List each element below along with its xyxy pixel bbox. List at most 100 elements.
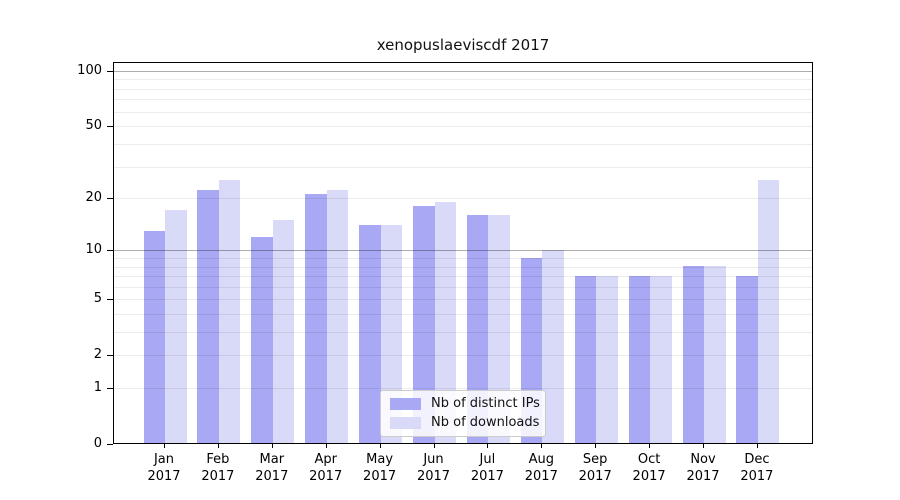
xtick-label-dec: Dec 2017	[727, 451, 787, 485]
xtick-label-nov: Nov 2017	[673, 451, 733, 485]
xtick-mark-sep	[595, 444, 597, 448]
gridline-10	[114, 250, 812, 252]
bar-ips-may	[359, 224, 381, 443]
gridline-90	[114, 79, 812, 81]
xtick-label-year: 2017	[686, 469, 720, 484]
ytick-label-0: 0	[93, 436, 102, 452]
gridline-40	[114, 143, 812, 145]
bar-downloads-jul	[488, 214, 510, 443]
xtick-label-year: 2017	[632, 469, 666, 484]
ytick-mark-1	[107, 388, 113, 390]
xtick-label-mar: Mar 2017	[242, 451, 302, 485]
xtick-label-may: May 2017	[350, 451, 410, 485]
bar-downloads-dec	[757, 180, 780, 443]
xtick-label-year: 2017	[578, 469, 612, 484]
ytick-mark-0	[107, 444, 113, 446]
bar-ips-nov	[682, 266, 704, 443]
ytick-label-1: 1	[93, 380, 102, 396]
ytick-label-10: 10	[85, 242, 102, 258]
gridline-1	[114, 388, 812, 390]
legend-swatch-downloads	[390, 417, 421, 429]
legend-label-distinct-ips: Nb of distinct IPs	[431, 396, 540, 411]
xtick-label-aug: Aug 2017	[511, 451, 571, 485]
ytick-label-20: 20	[85, 190, 102, 205]
gridline-70	[114, 99, 812, 101]
bar-downloads-mar	[272, 219, 295, 443]
xtick-label-year: 2017	[201, 469, 235, 484]
xtick-label-year: 2017	[309, 469, 343, 484]
bar-ips-oct	[628, 275, 651, 443]
bar-downloads-oct	[650, 275, 672, 443]
xtick-mark-jul	[487, 444, 489, 448]
xtick-mark-aug	[541, 444, 543, 448]
gridline-9	[114, 258, 812, 259]
xtick-label-year: 2017	[255, 469, 289, 484]
bar-ips-dec	[736, 275, 758, 443]
xtick-mark-jan	[164, 444, 165, 448]
xtick-label-apr: Apr 2017	[296, 451, 356, 485]
ytick-mark-10	[107, 250, 113, 252]
gridline-7	[114, 276, 812, 278]
bar-ips-mar	[251, 236, 273, 443]
xtick-mark-jun	[433, 444, 435, 448]
xtick-mark-nov	[703, 444, 704, 448]
xtick-mark-apr	[325, 444, 327, 448]
xtick-label-jul: Jul 2017	[457, 451, 517, 485]
xtick-mark-feb	[217, 444, 219, 448]
legend-entry-distinct-ips: Nb of distinct IPs	[390, 397, 540, 411]
bar-downloads-aug	[542, 250, 564, 443]
gridline-2	[114, 355, 812, 357]
bar-downloads-nov	[704, 266, 726, 443]
gridline-50	[114, 126, 812, 128]
xtick-label-year: 2017	[416, 469, 451, 484]
bar-ips-sep	[574, 275, 597, 443]
legend: Nb of distinct IPs Nb of downloads	[380, 390, 546, 437]
xtick-label-oct: Oct 2017	[619, 451, 679, 485]
xtick-mark-dec	[756, 444, 758, 448]
chart-title: xenopuslaeviscdf 2017	[376, 36, 550, 54]
bar-ips-jul	[466, 214, 489, 443]
legend-swatch-distinct-ips	[390, 398, 421, 410]
legend-entry-downloads: Nb of downloads	[390, 415, 540, 430]
xtick-label-jan: Jan 2017	[134, 451, 194, 485]
xtick-label-sep: Sep 2017	[565, 451, 625, 485]
ytick-mark-5	[107, 299, 113, 301]
gridline-3	[114, 332, 812, 334]
gridline-80	[114, 88, 812, 90]
xtick-label-year: 2017	[740, 469, 774, 484]
bar-downloads-jan	[165, 210, 187, 443]
gridline-60	[114, 111, 812, 113]
bar-downloads-may	[380, 224, 403, 443]
ytick-mark-20	[107, 198, 113, 199]
xtick-mark-may	[379, 444, 381, 448]
xtick-mark-oct	[649, 444, 651, 448]
xtick-label-feb: Feb 2017	[188, 451, 248, 485]
bar-downloads-apr	[326, 190, 349, 443]
gridline-100	[114, 70, 812, 72]
ytick-label-2: 2	[93, 347, 102, 363]
ytick-label-5: 5	[93, 291, 102, 307]
xtick-label-year: 2017	[524, 469, 558, 484]
xtick-mark-mar	[271, 444, 273, 448]
legend-label-downloads: Nb of downloads	[431, 415, 540, 430]
bar-ips-jun	[413, 205, 435, 443]
gridline-5	[114, 299, 812, 301]
bar-downloads-jun	[434, 201, 456, 443]
ytick-mark-50	[107, 126, 113, 128]
bar-downloads-sep	[596, 275, 618, 443]
ytick-label-100: 100	[77, 62, 102, 78]
xtick-label-year: 2017	[147, 469, 181, 484]
bar-ips-feb	[197, 190, 219, 443]
ytick-mark-2	[107, 355, 113, 357]
plot-area	[113, 62, 813, 444]
bar-ips-apr	[305, 193, 327, 443]
xtick-label-year: 2017	[470, 469, 504, 484]
ytick-label-50: 50	[85, 118, 102, 134]
gridline-20	[114, 198, 812, 199]
bar-downloads-feb	[218, 180, 241, 443]
gridline-6	[114, 286, 812, 288]
gridline-30	[114, 166, 812, 168]
xtick-label-jun: Jun 2017	[404, 451, 464, 485]
gridline-8	[114, 266, 812, 268]
